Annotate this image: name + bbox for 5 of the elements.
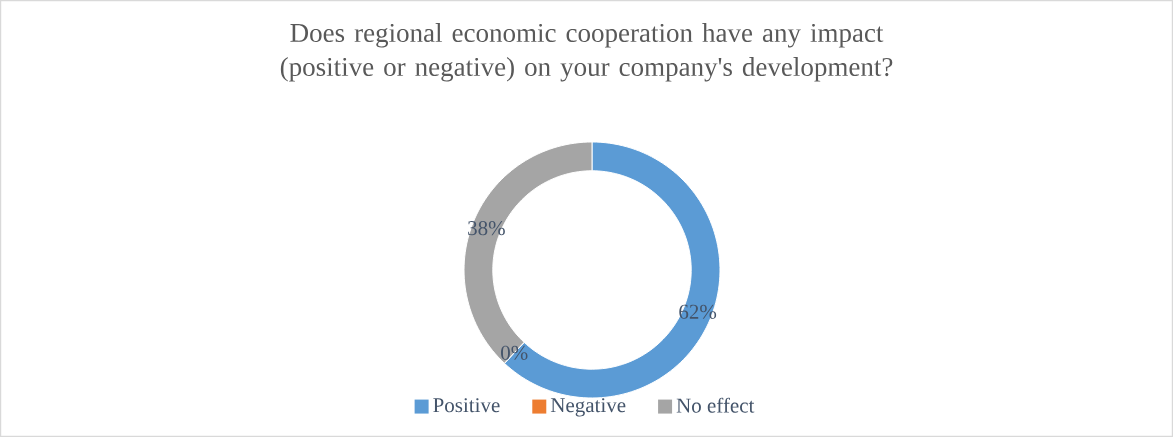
legend-label: No effect xyxy=(676,397,755,413)
chart-title: Does regional economic cooperation have any impact (positive or negative) on your company's development? xyxy=(280,23,893,82)
legend-label: Negative xyxy=(550,398,626,417)
legend-label: Positive xyxy=(433,398,500,413)
text: 0% xyxy=(501,345,528,360)
